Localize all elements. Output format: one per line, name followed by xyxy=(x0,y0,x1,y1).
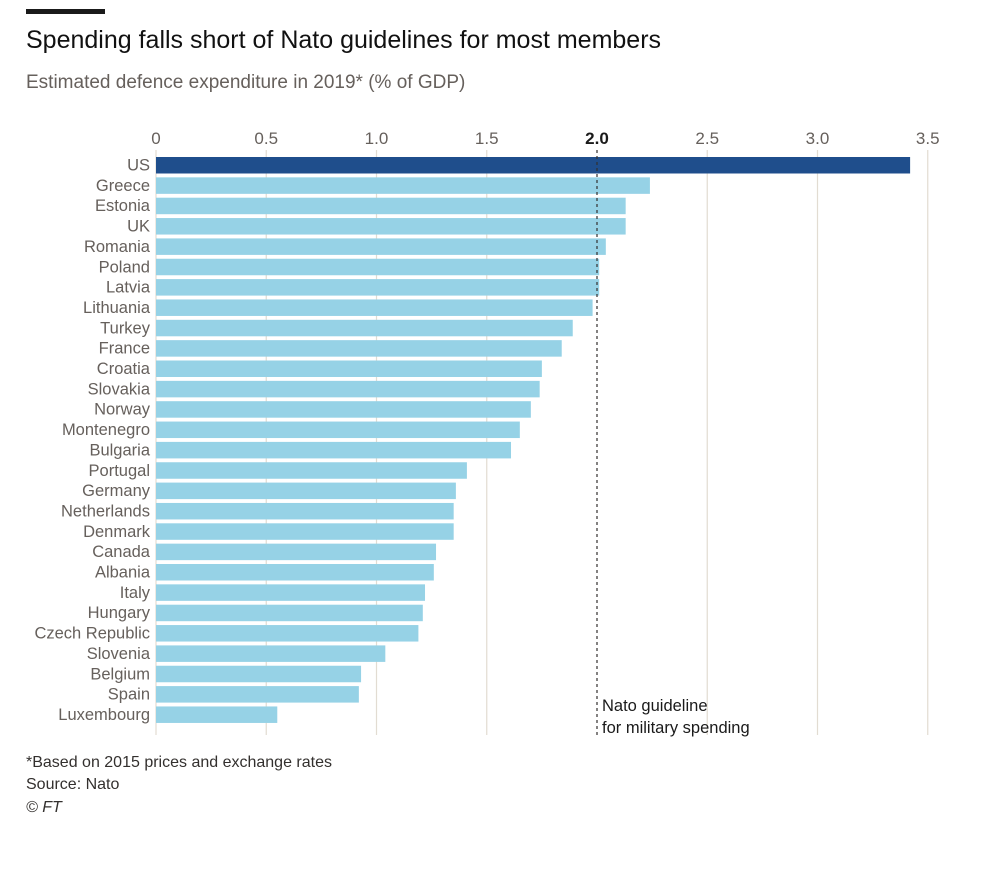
category-label: Estonia xyxy=(95,197,151,215)
bar xyxy=(156,421,520,439)
x-tick-label: 0 xyxy=(151,129,160,148)
category-label: Denmark xyxy=(83,523,151,541)
footnote: *Based on 2015 prices and exchange rates xyxy=(26,754,332,771)
bar xyxy=(156,157,911,174)
copyright: © FT xyxy=(26,799,62,816)
category-label: Hungary xyxy=(88,604,151,622)
bar xyxy=(156,645,386,662)
bar xyxy=(156,665,362,683)
bar xyxy=(156,482,456,500)
x-tick-label: 0.5 xyxy=(254,129,278,148)
bar xyxy=(156,238,606,255)
category-labels: US Greece Estonia UK Romania Poland Latvia Lith… xyxy=(34,157,150,724)
category-label: Spain xyxy=(108,686,150,704)
category-label: UK xyxy=(127,218,150,236)
bar xyxy=(156,604,423,622)
category-label: Netherlands xyxy=(61,502,150,520)
category-label: Montenegro xyxy=(62,421,150,439)
category-label: Greece xyxy=(96,177,150,195)
bar xyxy=(156,340,562,357)
bar xyxy=(156,502,454,520)
category-label: Germany xyxy=(82,482,151,500)
chart-title: Spending falls short of Nato guidelines … xyxy=(26,26,662,54)
bar xyxy=(156,523,454,540)
reference-line-group: Nato guideline for military spending xyxy=(596,150,750,737)
category-label: Belgium xyxy=(90,665,150,683)
reference-line-label: Nato guideline xyxy=(602,697,708,715)
bar xyxy=(156,380,540,398)
category-label: Albania xyxy=(95,564,151,582)
bar xyxy=(156,543,437,561)
category-label: Croatia xyxy=(97,360,151,378)
category-label: Lithuania xyxy=(83,299,151,317)
x-tick-label: 2.5 xyxy=(695,129,719,148)
bars xyxy=(156,157,911,723)
category-label: Slovakia xyxy=(88,380,151,398)
bar xyxy=(156,625,419,642)
category-label: Latvia xyxy=(106,279,151,297)
bar xyxy=(156,441,512,459)
category-label: Portugal xyxy=(89,462,150,480)
category-label: Luxembourg xyxy=(58,706,150,724)
category-label: Italy xyxy=(120,584,151,602)
bar xyxy=(156,299,593,316)
category-label: France xyxy=(99,340,150,358)
x-tick-label: 2.0 xyxy=(585,129,609,148)
category-label: Norway xyxy=(94,401,151,419)
x-axis-ticks: 0 0.5 1.0 1.5 2.0 2.5 3.0 3.5 xyxy=(151,129,939,148)
category-label: Slovenia xyxy=(87,645,151,663)
bar xyxy=(156,319,573,337)
category-label: Poland xyxy=(99,258,150,276)
chart-subtitle: Estimated defence expenditure in 2019* (… xyxy=(26,72,466,93)
x-tick-label: 3.0 xyxy=(806,129,830,148)
category-label: US xyxy=(127,157,150,175)
category-label: Turkey xyxy=(100,319,151,337)
bar xyxy=(156,218,626,235)
source-note: Source: Nato xyxy=(26,776,120,793)
bar xyxy=(156,584,426,601)
bar xyxy=(156,177,650,194)
category-label: Bulgaria xyxy=(89,441,150,459)
bar xyxy=(156,197,626,215)
bar xyxy=(156,564,434,581)
category-label: Romania xyxy=(84,238,151,256)
x-tick-label: 1.5 xyxy=(475,129,499,148)
bar xyxy=(156,706,278,723)
bar xyxy=(156,401,531,418)
category-label: Canada xyxy=(92,543,151,561)
x-tick-label: 1.0 xyxy=(365,129,389,148)
reference-line-label: for military spending xyxy=(602,719,750,737)
bar xyxy=(156,258,600,276)
bar xyxy=(156,462,467,479)
x-tick-label: 3.5 xyxy=(916,129,940,148)
bar xyxy=(156,360,542,377)
bar xyxy=(156,686,359,703)
header-rule xyxy=(26,9,105,14)
category-label: Czech Republic xyxy=(34,625,150,643)
bar xyxy=(156,279,600,296)
